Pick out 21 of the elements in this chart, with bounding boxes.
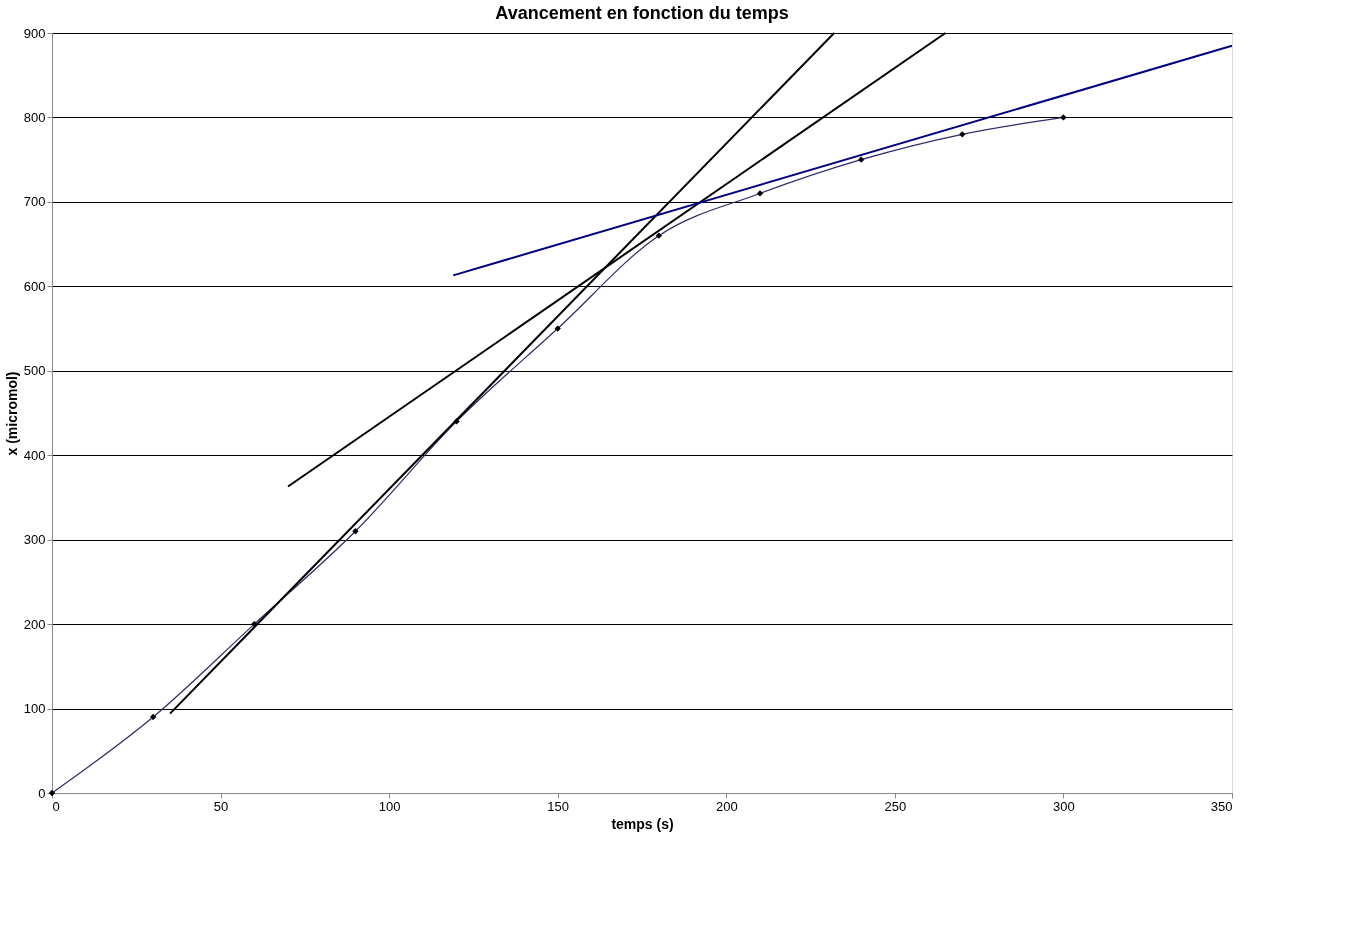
- x-tick-label: 200: [715, 798, 738, 814]
- y-tick-label: 600: [23, 278, 46, 294]
- y-tick-label: 300: [23, 532, 46, 548]
- chart-title: Avancement en fonction du temps: [495, 3, 789, 23]
- x-tick-label: 100: [378, 798, 401, 814]
- x-axis-title: temps (s): [611, 815, 674, 832]
- x-tick-label: 0: [52, 798, 60, 814]
- x-tick-label: 50: [213, 798, 229, 814]
- y-tick-label: 500: [23, 363, 46, 379]
- x-tick-label: 150: [547, 798, 570, 814]
- x-tick-label: 250: [884, 798, 907, 814]
- y-tick-label: 200: [23, 616, 46, 632]
- y-tick-label: 0: [38, 785, 46, 801]
- y-tick-label: 100: [23, 701, 46, 717]
- y-tick-label: 700: [23, 194, 46, 210]
- y-tick-label: 400: [23, 447, 46, 463]
- x-tick-label: 350: [1210, 798, 1233, 814]
- x-tick-label: 300: [1053, 798, 1075, 814]
- y-tick-label: 900: [23, 25, 46, 41]
- y-tick-label: 800: [23, 109, 46, 125]
- y-axis-title: x (micromol): [3, 371, 20, 456]
